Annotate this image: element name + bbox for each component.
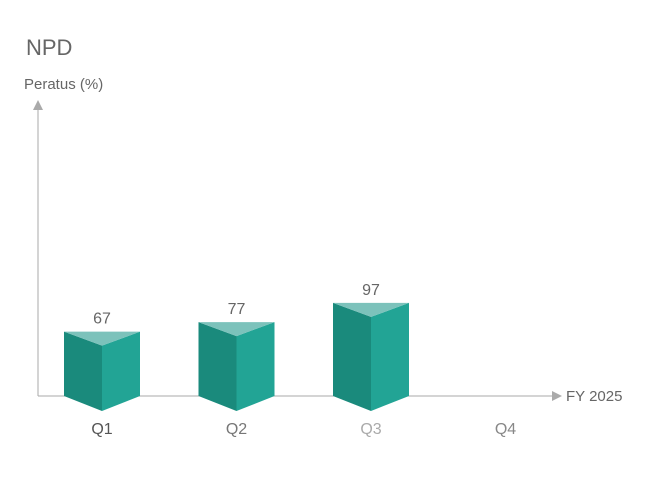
bar-q3-top-face — [333, 302, 409, 317]
tick-labels-group: Q1 Q2 Q3 Q4 — [91, 421, 516, 438]
bar-q1-top-face — [64, 331, 140, 346]
tick-label-q1: Q1 — [91, 421, 112, 438]
tick-label-q4: Q4 — [495, 421, 516, 438]
x-axis-label: FY 2025 — [566, 388, 622, 405]
y-axis-arrow-icon — [33, 100, 43, 110]
bar-q2-right-face — [236, 322, 275, 411]
value-label-q2: 77 — [228, 301, 246, 318]
value-label-q1: 67 — [93, 311, 111, 328]
tick-label-q2: Q2 — [226, 421, 247, 438]
bar-q2-left-face — [198, 322, 237, 411]
bar-q3-right-face — [371, 302, 409, 411]
bar-q3-left-face — [333, 302, 371, 411]
chart-title: NPD — [26, 35, 72, 60]
bars-group — [64, 302, 409, 411]
x-axis-arrow-icon — [552, 391, 562, 401]
bar-q1-right-face — [102, 331, 140, 411]
y-axis-label: Peratus (%) — [24, 76, 103, 93]
bar-q1-left-face — [64, 331, 102, 411]
tick-label-q3: Q3 — [360, 421, 381, 438]
value-labels-group: 67 77 97 — [93, 282, 380, 328]
bar-q2-top-face — [198, 322, 275, 337]
value-label-q3: 97 — [362, 282, 380, 299]
